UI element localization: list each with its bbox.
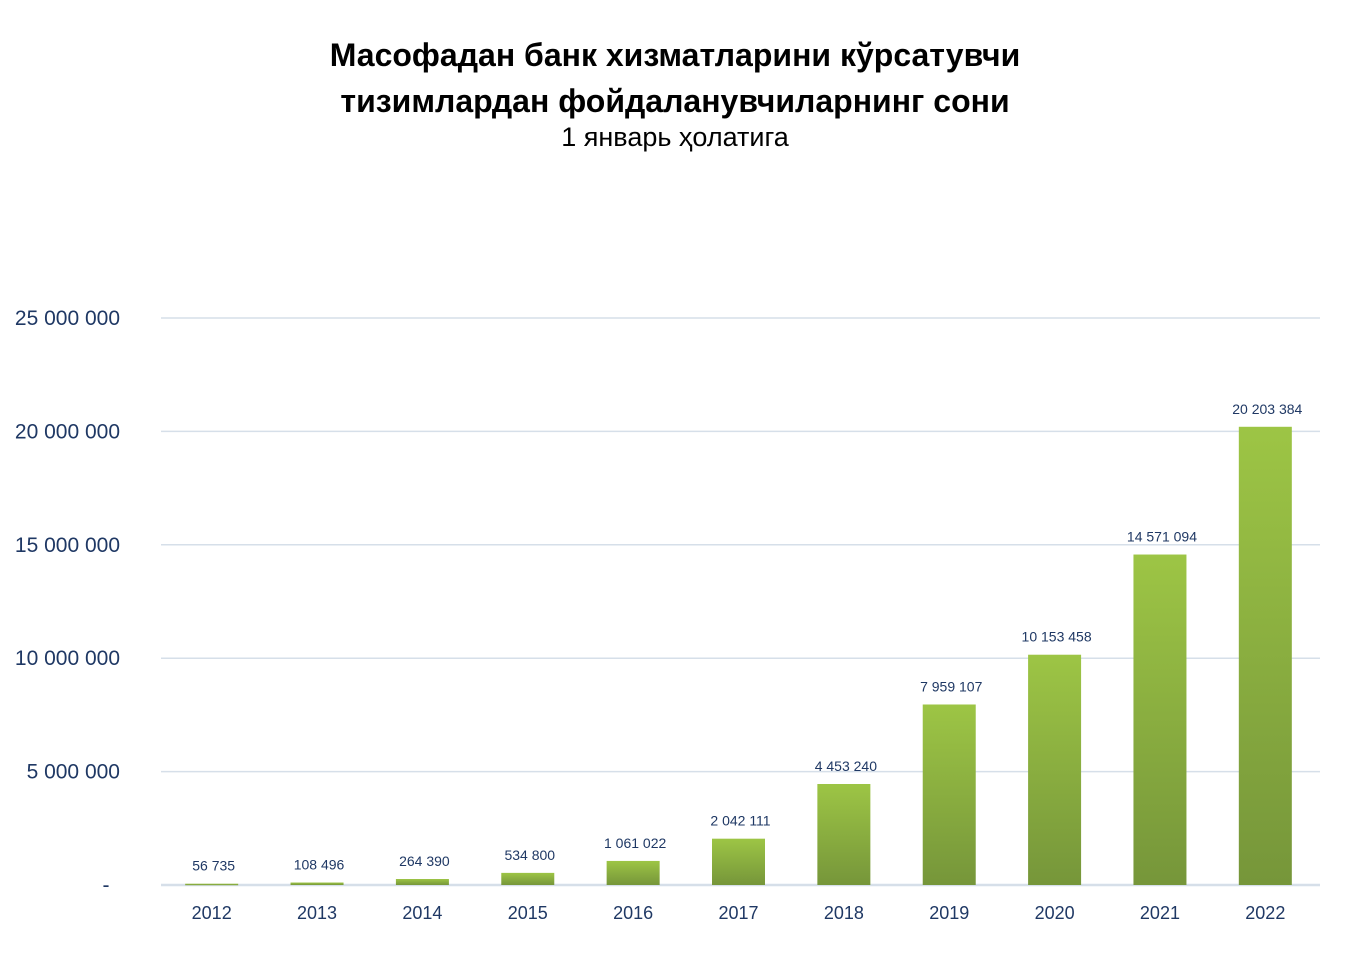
bar-2019 bbox=[922, 704, 976, 885]
bar-2017 bbox=[712, 838, 765, 885]
chart-title: Масофадан банк хизматларини кўрсатувчи т… bbox=[0, 32, 1350, 124]
data-label: 14 571 094 bbox=[1127, 529, 1197, 545]
data-label: 10 153 458 bbox=[1022, 629, 1092, 645]
data-label: 7 959 107 bbox=[920, 678, 982, 694]
bar-2022 bbox=[1238, 426, 1292, 885]
x-tick-label: 2021 bbox=[1140, 903, 1180, 923]
x-tick-label: 2015 bbox=[508, 903, 548, 923]
data-label: 2 042 111 bbox=[710, 813, 770, 829]
data-label: 108 496 bbox=[294, 857, 345, 873]
data-label: 534 800 bbox=[504, 847, 555, 863]
chart-title-line-2: тизимлардан фойдаланувчиларнинг сони bbox=[340, 83, 1010, 119]
x-tick-label: 2016 bbox=[613, 903, 653, 923]
x-tick-label: 2020 bbox=[1035, 903, 1075, 923]
bar-2012 bbox=[185, 883, 239, 886]
x-tick-label: 2018 bbox=[824, 903, 864, 923]
y-tick-label: 5 000 000 bbox=[27, 761, 120, 784]
x-tick-label: 2013 bbox=[297, 903, 337, 923]
y-tick-label: 10 000 000 bbox=[15, 647, 120, 670]
data-label: 4 453 240 bbox=[815, 758, 877, 774]
bar-2013 bbox=[290, 882, 344, 885]
data-label: 56 735 bbox=[192, 858, 235, 874]
x-tick-label: 2019 bbox=[929, 903, 969, 923]
bar-2021 bbox=[1133, 554, 1187, 885]
chart-title-line-1: Масофадан банк хизматларини кўрсатувчи bbox=[329, 37, 1021, 73]
x-tick-label: 2022 bbox=[1245, 903, 1285, 923]
y-tick-label: 20 000 000 bbox=[15, 420, 120, 443]
bar-2018 bbox=[817, 784, 871, 885]
bar-2016 bbox=[606, 860, 660, 885]
bar-2015 bbox=[501, 872, 555, 885]
bar-2020 bbox=[1028, 654, 1082, 885]
data-label: 20 203 384 bbox=[1232, 401, 1302, 417]
x-tick-label: 2012 bbox=[192, 903, 232, 923]
x-tick-label: 2017 bbox=[718, 903, 758, 923]
y-tick-label: 25 000 000 bbox=[15, 307, 120, 330]
x-tick-label: 2014 bbox=[402, 903, 442, 923]
data-label: 264 390 bbox=[399, 853, 450, 869]
y-tick-label: - bbox=[103, 874, 110, 897]
y-tick-label: 15 000 000 bbox=[15, 534, 120, 557]
data-label: 1 061 022 bbox=[604, 835, 666, 851]
bar-2014 bbox=[395, 879, 449, 885]
chart-subtitle: 1 январь ҳолатига bbox=[561, 122, 789, 152]
